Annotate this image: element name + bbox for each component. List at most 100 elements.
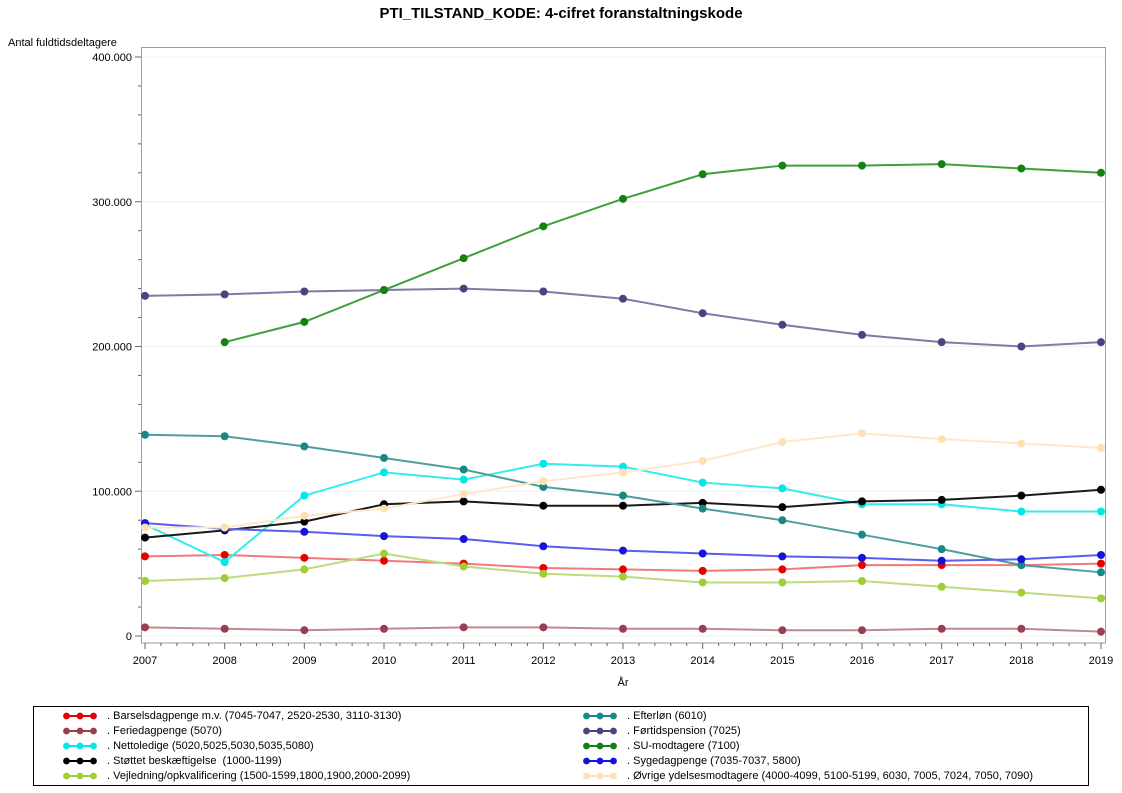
data-point (380, 468, 388, 477)
legend-marker-vejledning-opkvalificering (63, 772, 97, 780)
data-point (380, 624, 388, 633)
legend-marker-foertidspension (583, 727, 617, 735)
data-point (459, 623, 468, 632)
data-point (778, 565, 787, 574)
data-point (1097, 568, 1105, 577)
legend-marker-dot (90, 727, 97, 735)
data-point (539, 222, 548, 231)
data-point (1097, 627, 1105, 636)
y-tick-label: 100.000 (92, 486, 132, 498)
data-point (778, 438, 787, 447)
data-point (937, 582, 946, 591)
data-point (619, 546, 627, 555)
data-point (858, 553, 866, 562)
data-point (619, 468, 627, 477)
data-point (220, 523, 229, 532)
data-point (778, 626, 787, 635)
legend-marker-dot (63, 772, 70, 780)
series-efterloen (141, 430, 1105, 577)
data-point (698, 624, 707, 633)
legend-marker-dot (76, 727, 84, 735)
data-point (141, 291, 149, 300)
legend-label-oevrige-ydelsesmodtagere: . Øvrige ydelsesmodtagere (4000-4099, 51… (627, 770, 1034, 782)
data-point (141, 623, 149, 632)
series-line (224, 163, 1102, 344)
data-point (141, 523, 149, 532)
data-point (778, 484, 787, 493)
data-point (539, 623, 548, 632)
data-point (539, 563, 548, 572)
data-point (459, 254, 468, 263)
legend-item-barselsdagpenge: . Barselsdagpenge m.v. (7045-7047, 2520-… (62, 710, 410, 722)
chart-title: PTI_TILSTAND_KODE: 4-cifret foranstaltni… (379, 5, 742, 22)
legend-marker-dot (610, 712, 617, 720)
data-point (1097, 338, 1105, 347)
x-tick-label: 2019 (1089, 655, 1113, 667)
legend-marker-dot (610, 772, 617, 780)
x-tick-label: 2012 (531, 655, 555, 667)
legend-marker-stoettet-beskaeftigelse (63, 757, 97, 765)
x-tick-label: 2014 (690, 655, 714, 667)
x-tick-label: 2009 (292, 655, 316, 667)
data-point (619, 462, 627, 471)
series-su-modtagere (220, 160, 1105, 347)
data-point (619, 572, 627, 581)
data-point (220, 550, 229, 559)
data-point (858, 561, 866, 570)
data-point (698, 549, 707, 558)
legend-marker-dot (610, 742, 617, 750)
data-point (459, 284, 468, 293)
data-point (937, 624, 946, 633)
legend-marker-dot (90, 742, 97, 750)
data-point (698, 566, 707, 575)
x-tick-label: 2010 (372, 655, 396, 667)
data-point (778, 320, 787, 329)
legend-marker-dot (610, 727, 617, 735)
data-point (937, 556, 946, 565)
data-point (300, 553, 309, 562)
data-point (459, 490, 468, 499)
data-point (937, 435, 946, 444)
data-point (858, 161, 866, 170)
y-tick-label: 0 (126, 631, 132, 643)
data-point (380, 549, 388, 558)
y-tick-label: 300.000 (92, 197, 132, 209)
legend-item-feriedagpenge: . Feriedagpenge (5070) (62, 725, 410, 737)
data-point (619, 624, 627, 633)
data-point (300, 626, 309, 635)
data-point (539, 287, 548, 296)
data-point (619, 294, 627, 303)
data-point (698, 498, 707, 507)
data-point (858, 576, 866, 585)
series-foertidspension (141, 284, 1105, 351)
data-point (459, 465, 468, 474)
data-point (858, 330, 866, 339)
x-tick-label: 2011 (452, 655, 476, 667)
data-point (300, 527, 309, 536)
legend-marker-dot (596, 712, 604, 720)
x-tick-label: 2007 (133, 655, 157, 667)
legend-item-sygedagpenge: . Sygedagpenge (7035-7037, 5800) (582, 755, 1033, 767)
legend-marker-dot (90, 712, 97, 720)
data-point (1097, 507, 1105, 516)
legend-column-1: . Barselsdagpenge m.v. (7045-7047, 2520-… (62, 707, 410, 785)
axis-tick-labels: 0 100.000 200.000 300.000 400.000 2007 2008 200… (92, 52, 1113, 667)
data-point (1017, 561, 1026, 570)
axis-ticks (135, 56, 1102, 649)
data-point (778, 503, 787, 512)
data-point (220, 338, 229, 347)
data-point (220, 574, 229, 583)
legend-marker-dot (596, 742, 604, 750)
data-point (619, 194, 627, 203)
data-point (1017, 588, 1026, 597)
y-tick-label: 200.000 (92, 342, 132, 354)
data-point (380, 504, 388, 513)
legend-label-su-modtagere: . SU-modtagere (7100) (627, 740, 740, 752)
data-point (220, 290, 229, 299)
legend-marker-dot (583, 712, 590, 720)
legend-item-stoettet-beskaeftigelse: . Støttet beskæftigelse (1000-1199) (62, 755, 410, 767)
data-point (698, 478, 707, 487)
gridlines (141, 56, 1106, 637)
